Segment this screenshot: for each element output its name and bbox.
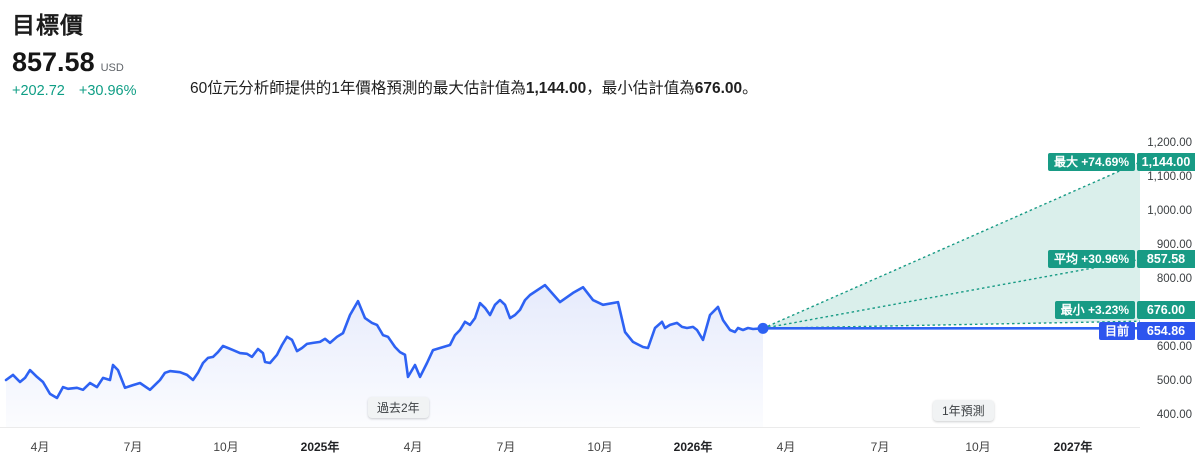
target-box-value: 857.58 — [1137, 250, 1195, 269]
y-axis-label: 500.00 — [1156, 375, 1192, 387]
x-axis-label: 10月 — [213, 440, 239, 454]
currency-label: USD — [100, 62, 124, 74]
price-change: +202.72 +30.96% — [12, 83, 147, 99]
target-box-value: 676.00 — [1137, 301, 1195, 320]
history-line — [4, 283, 765, 400]
target-box-value: 654.86 — [1137, 322, 1195, 341]
y-axis-label: 1,200.00 — [1147, 137, 1192, 149]
forecast-range-badge: 1年預測 — [933, 400, 994, 421]
description-text: 60位元分析師提供的1年價格預測的最大估計值為 — [190, 80, 526, 97]
target-box-current: 目前 654.86 — [1098, 322, 1195, 341]
x-axis-label: 4月 — [403, 440, 423, 454]
description-max-value: 1,144.00 — [525, 80, 587, 97]
forecast-description: 60位元分析師提供的1年價格預測的最大估計值為1,144.00，最小估計值為67… — [190, 76, 758, 98]
y-axis-label: 1,000.00 — [1147, 205, 1192, 217]
price-row: 857.58 USD — [12, 47, 147, 78]
x-axis-label: 10月 — [587, 440, 613, 454]
x-axis-label: 4月 — [776, 440, 796, 454]
x-axis-label: 4月 — [30, 440, 50, 454]
x-axis-label: 7月 — [123, 440, 143, 454]
forecast-target-lines — [762, 161, 1141, 330]
target-box-label: 目前 — [1098, 322, 1135, 341]
forecast-min-line — [762, 320, 1141, 330]
y-axis-label: 400.00 — [1156, 409, 1192, 421]
target-box-label: 最小 +3.23% — [1054, 301, 1135, 320]
change-percent: +30.96% — [78, 83, 137, 99]
y-axis-label: 1,100.00 — [1147, 171, 1192, 183]
forecast-avg-line — [762, 258, 1141, 330]
target-box-label: 最大 +74.69% — [1047, 153, 1135, 172]
target-box-value: 1,144.00 — [1137, 153, 1195, 172]
x-axis-label: 7月 — [870, 440, 890, 454]
y-axis-label: 900.00 — [1156, 239, 1192, 251]
history-area-fill — [6, 285, 763, 427]
description-text: 。 — [742, 80, 758, 97]
target-box-avg: 平均 +30.96% 857.58 — [1047, 250, 1195, 269]
target-box-label: 平均 +30.96% — [1047, 250, 1135, 269]
description-min-value: 676.00 — [694, 80, 743, 97]
x-axis-label: 10月 — [965, 440, 991, 454]
target-box-min: 最小 +3.23% 676.00 — [1054, 301, 1195, 320]
y-axis-label: 800.00 — [1156, 273, 1192, 285]
page-title: 目標價 — [12, 12, 84, 38]
x-axis-label: 2027年 — [1053, 440, 1093, 454]
description-text: ，最小估計值為 — [586, 80, 695, 97]
target-box-max: 最大 +74.69% 1,144.00 — [1047, 153, 1195, 172]
past-range-badge: 過去2年 — [368, 397, 429, 418]
y-axis-label: 600.00 — [1156, 341, 1192, 353]
x-axis-label: 2025年 — [300, 440, 340, 454]
x-axis-label: 7月 — [496, 440, 516, 454]
target-price-value: 857.58 — [12, 47, 95, 77]
header: 目標價 857.58 USD +202.72 +30.96% — [12, 6, 147, 99]
current-price-dot — [757, 322, 769, 334]
x-axis-label: 2026年 — [673, 440, 713, 454]
change-amount: +202.72 — [12, 83, 65, 99]
